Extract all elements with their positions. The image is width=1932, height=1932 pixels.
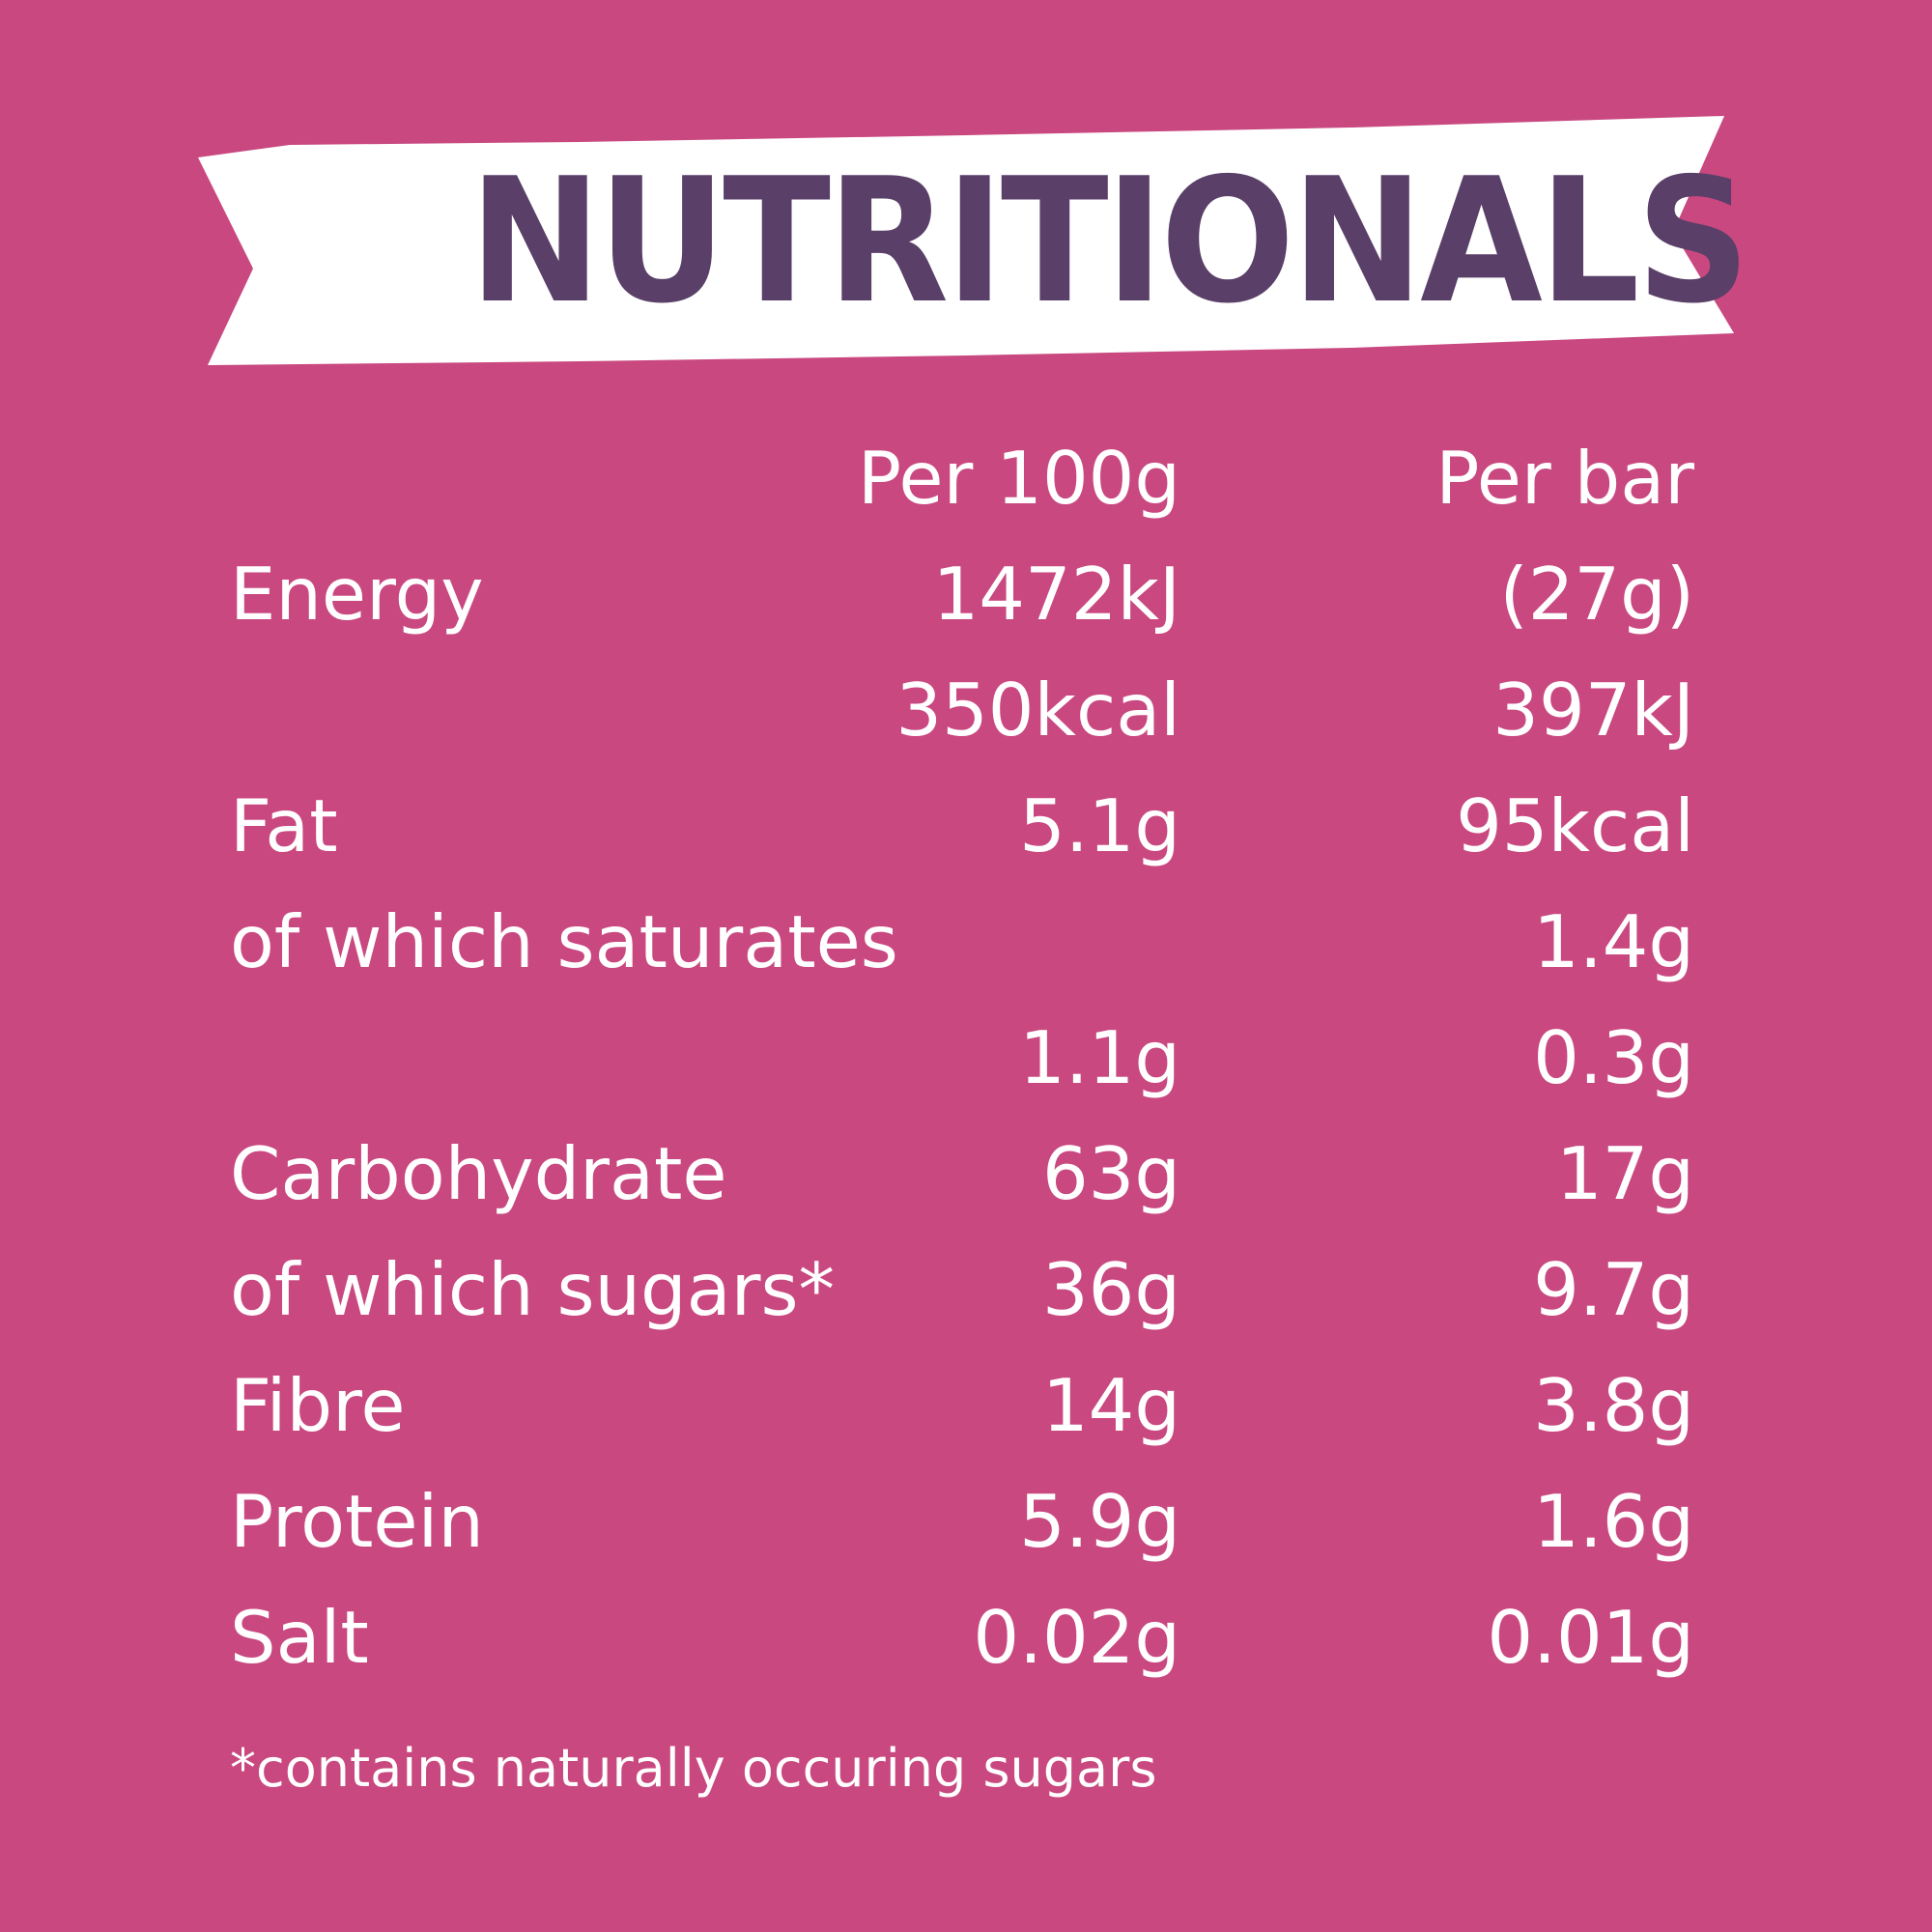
saturates-perbar: 0.3g	[1533, 1015, 1694, 1100]
carbohydrate-perbar: 17g	[1555, 1131, 1694, 1216]
page-title: NUTRITIONALS	[469, 141, 1750, 341]
saturates-per100: 1.1g	[1019, 1015, 1180, 1100]
fibre-perbar: 3.8g	[1533, 1363, 1694, 1448]
energy-per100-kj: 1472kJ	[932, 552, 1180, 637]
ribbon-shape	[198, 116, 1734, 365]
salt-perbar: 0.01g	[1487, 1595, 1694, 1680]
footnote: *contains naturally occuring sugars	[230, 1738, 1157, 1799]
row-label-carbohydrate: Carbohydrate	[230, 1131, 727, 1216]
carbohydrate-per100: 63g	[1041, 1131, 1180, 1216]
header-per-bar: Per bar	[1435, 436, 1694, 521]
sugars-per100: 36g	[1041, 1247, 1180, 1332]
row-label-sugars: of which sugars*	[230, 1247, 836, 1332]
energy-perbar-kj: 397kJ	[1492, 668, 1694, 753]
protein-per100: 5.9g	[1019, 1479, 1180, 1564]
protein-perbar: 1.6g	[1533, 1479, 1694, 1564]
header-per-bar-weight: (27g)	[1499, 552, 1694, 637]
row-label-energy: Energy	[230, 552, 484, 637]
row-label-salt: Salt	[230, 1595, 369, 1680]
sugars-perbar: 9.7g	[1533, 1247, 1694, 1332]
title-banner: NUTRITIONALS	[0, 0, 1932, 386]
row-label-fibre: Fibre	[230, 1363, 406, 1448]
header-per-100g: Per 100g	[857, 436, 1180, 521]
row-label-protein: Protein	[230, 1479, 484, 1564]
fat-perbar: 1.4g	[1533, 899, 1694, 984]
fibre-per100: 14g	[1041, 1363, 1180, 1448]
row-label-saturates: of which saturates	[230, 899, 898, 984]
salt-per100: 0.02g	[973, 1595, 1180, 1680]
fat-per100: 5.1g	[1019, 783, 1180, 868]
energy-perbar-kcal: 95kcal	[1456, 783, 1694, 868]
energy-per100-kcal: 350kcal	[895, 668, 1180, 753]
row-label-fat: Fat	[230, 783, 338, 868]
